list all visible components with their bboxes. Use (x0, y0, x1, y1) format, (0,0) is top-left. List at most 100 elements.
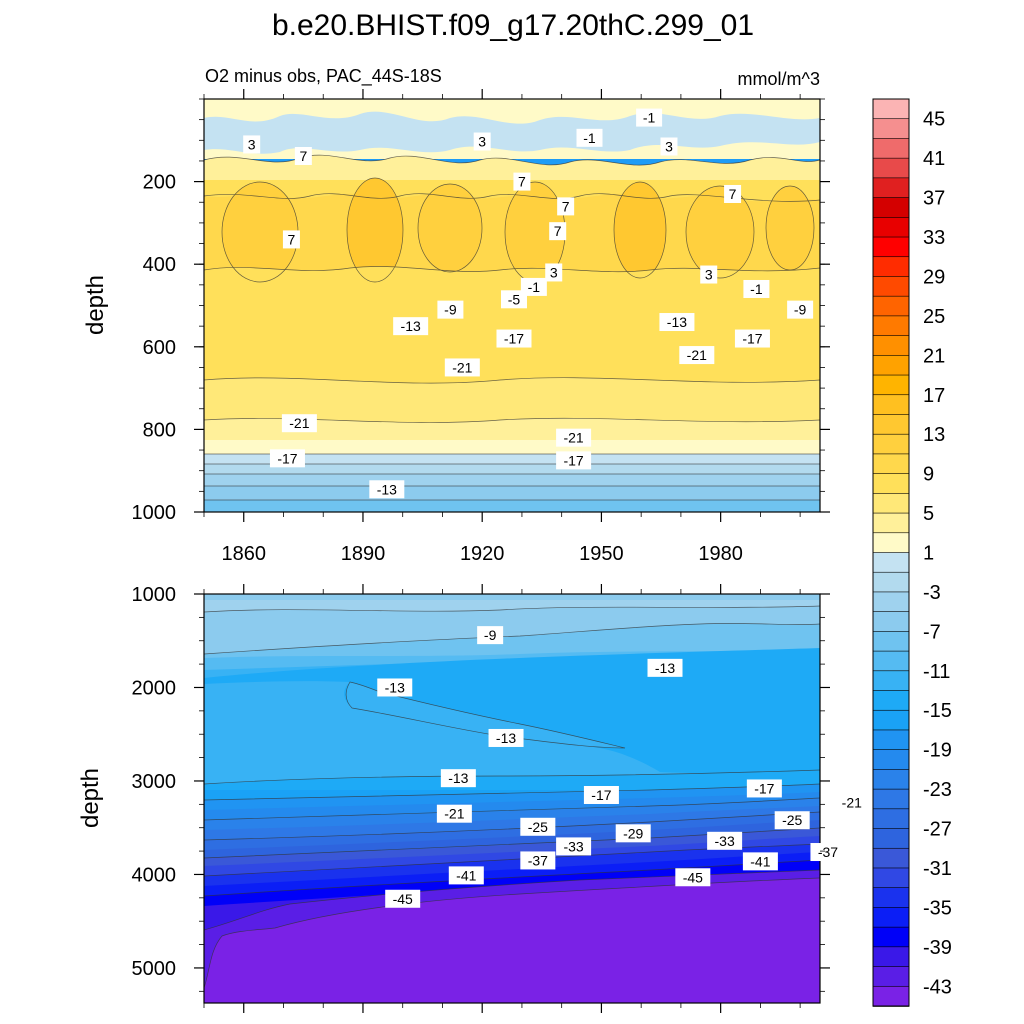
colorbar-swatch (872, 690, 910, 712)
contour-label-text: 7 (554, 223, 562, 239)
contour-label-box (473, 132, 491, 151)
contour-label-box (556, 837, 592, 856)
contour-label: -1 (636, 108, 663, 127)
contour-label-text: -37 (818, 844, 838, 860)
contour-label-text: -1 (583, 130, 596, 146)
colorbar-swatch (872, 295, 910, 317)
contour-label-text: -9 (484, 627, 497, 643)
colorbar-swatch (872, 907, 910, 928)
contour-label-text: -21 (444, 806, 464, 822)
contour-label: -21 (834, 793, 870, 812)
contour-label-text: -17 (754, 780, 774, 796)
contour-label-text: 3 (478, 134, 486, 150)
colorbar-swatch (872, 847, 910, 869)
colorbar-swatch (872, 276, 910, 297)
contour-label-text: -1 (643, 110, 656, 126)
y-tick-label: 3000 (132, 771, 177, 793)
contour-label: -5 (500, 290, 527, 309)
colorbar-swatch (872, 157, 910, 179)
colorbar-swatch (872, 138, 910, 159)
contour-label-box (448, 866, 484, 885)
contour-label-box (377, 678, 413, 697)
x-tick-label: 1860 (221, 543, 266, 565)
contour-label-box (556, 451, 592, 470)
contour-label-box (477, 626, 504, 645)
contour-label-text: -21 (687, 347, 707, 363)
contour-label-box (269, 449, 305, 468)
contour-label-text: -33 (563, 838, 583, 854)
colorbar-swatch (872, 926, 910, 948)
contour-label-box (440, 769, 476, 788)
contour-label: -37 (810, 843, 846, 862)
colorbar-label: -7 (923, 621, 941, 643)
contour-label: -13 (659, 313, 695, 332)
x-tick-label: 1950 (579, 543, 624, 565)
contour-label: -37 (520, 851, 556, 870)
contour-label: -41 (448, 866, 484, 885)
contour-label-text: -5 (508, 291, 521, 307)
contour-label-text: 3 (248, 136, 256, 152)
contour-label-box (496, 329, 532, 348)
contour-label: -33 (556, 837, 592, 856)
contour-label: -1 (520, 277, 547, 296)
contour-label: -1 (743, 279, 770, 298)
contour-label-text: -9 (794, 302, 807, 318)
contour-label-box (734, 329, 770, 348)
contour-label: -21 (436, 804, 472, 823)
colorbar-label: 5 (923, 503, 934, 525)
colorbar-label: 21 (923, 345, 945, 367)
colorbar-swatch (872, 433, 910, 455)
contour-label-box (437, 300, 464, 319)
contour-label: -21 (679, 346, 715, 365)
contour-label-box (743, 279, 770, 298)
y-tick-label: 400 (143, 254, 176, 276)
contour-label: -13 (369, 480, 405, 499)
contour-label: -17 (556, 451, 592, 470)
upper-x-axis: 1860 1890 1920 1950 1980 (203, 89, 801, 565)
chart-subtitle-right: mmol/m^3 (738, 69, 820, 89)
colorbar-label: 41 (923, 148, 945, 170)
colorbar-frame (872, 98, 910, 1007)
contour-label: 3 (545, 263, 563, 282)
colorbar-swatch (872, 256, 910, 278)
colorbar-swatch (872, 571, 910, 593)
colorbar-swatch (872, 493, 910, 514)
contour-label: 7 (557, 197, 575, 216)
upper-y-axis-label: depth (82, 275, 109, 335)
contour-label: -45 (675, 868, 711, 887)
contour-label: -13 (377, 678, 413, 697)
colorbar-label: 17 (923, 385, 945, 407)
contour-label: 3 (473, 132, 491, 151)
contour-label: -13 (647, 658, 683, 677)
colorbar-label: -27 (923, 819, 952, 841)
contour-label-text: -37 (528, 852, 548, 868)
contour-label: 3 (660, 137, 678, 156)
contour-label-text: -41 (456, 867, 476, 883)
colorbar-swatch (872, 355, 910, 376)
colorbar-label: -15 (923, 700, 952, 722)
contour-label: -17 (269, 449, 305, 468)
colorbar-swatch (872, 769, 910, 790)
colorbar-swatch (872, 808, 910, 830)
colorbar-swatch (872, 118, 910, 140)
contour-label: 7 (513, 172, 531, 191)
contour-label-text: -13 (401, 318, 421, 334)
contour-label-box (545, 263, 563, 282)
colorbar-swatch (872, 236, 910, 258)
contour-label: -17 (496, 329, 532, 348)
chart-title: b.e20.BHIST.f09_g17.20thC.299_01 (272, 9, 754, 42)
colorbar-swatch (872, 611, 910, 633)
contour-label-box (679, 346, 715, 365)
chart-subtitle-left: O2 minus obs, PAC_44S-18S (205, 66, 442, 87)
colorbar-swatch (872, 217, 910, 238)
lower-contour-labels: -9 -13 -13 -13 -13 -17 -17 -21 -21 -25 -25 -29 -33 -3… (377, 626, 870, 908)
contour-label-text: -21 (452, 359, 472, 375)
contour-label: -25 (774, 811, 810, 830)
contour-label: 7 (282, 230, 300, 249)
contour-label-box (549, 222, 567, 241)
contour-label-text: -13 (448, 770, 468, 786)
contour-label-box (810, 843, 846, 862)
colorbar: 45 41 37 33 29 25 21 17 13 9 5 1 -3 -7 -11 -15 -19 -23 -27… (872, 98, 952, 1007)
